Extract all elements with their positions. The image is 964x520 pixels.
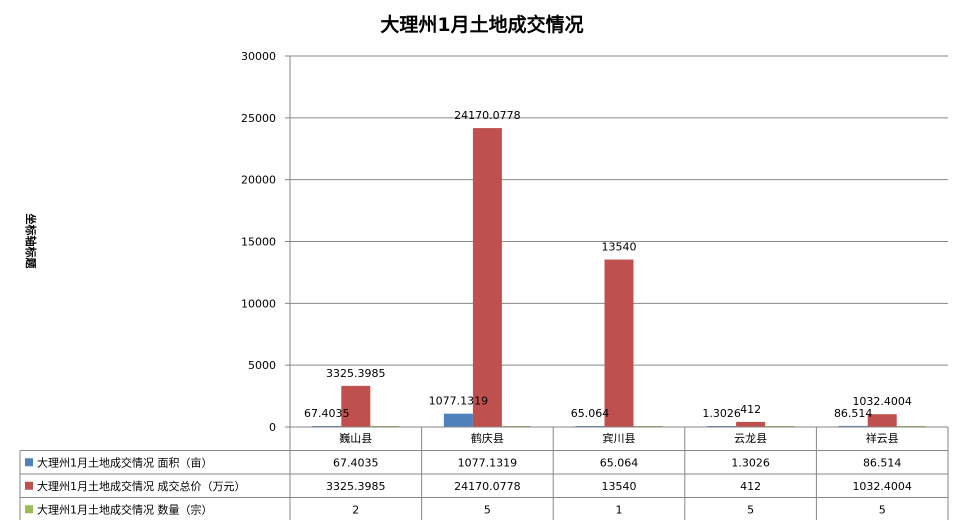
table-cell: 1.3026 <box>731 456 770 469</box>
y-tick-label: 15000 <box>241 236 276 249</box>
category-label: 云龙县 <box>734 432 767 445</box>
bar <box>838 425 868 427</box>
data-label: 1032.4004 <box>852 395 912 408</box>
y-tick-label: 30000 <box>241 50 276 63</box>
table-cell: 24170.0778 <box>454 480 520 493</box>
table-cell: 67.4035 <box>333 456 379 469</box>
legend-entry: 大理州1月土地成交情况 成交总价（万元） <box>37 479 246 493</box>
data-label: 65.064 <box>571 407 610 420</box>
data-labels: 67.4035 3325.3985 1077.1319 24170.0778 65.06… <box>304 109 912 420</box>
data-label: 86.514 <box>834 407 873 420</box>
legend-entry: 大理州1月土地成交情况 面积（亩） <box>37 455 213 469</box>
category-label: 巍山县 <box>339 432 372 445</box>
y-tick-label: 20000 <box>241 174 276 187</box>
legend-entry: 大理州1月土地成交情况 数量（宗） <box>37 502 213 516</box>
data-label: 13540 <box>602 241 637 254</box>
data-label: 1077.1319 <box>429 395 489 408</box>
bar <box>341 385 371 427</box>
y-axis-ticks: 0 5000 10000 15000 20000 25000 30000 <box>241 50 290 434</box>
table-cell: 5 <box>484 503 491 516</box>
data-label: 3325.3985 <box>326 367 386 380</box>
data-label: 24170.0778 <box>454 109 520 122</box>
bar <box>867 414 897 427</box>
table-cell: 5 <box>747 503 754 516</box>
y-tick-label: 5000 <box>248 359 276 372</box>
bar <box>736 421 766 427</box>
category-label: 祥云县 <box>866 431 899 445</box>
table-cell: 1 <box>616 503 623 516</box>
table-cell: 13540 <box>602 480 637 493</box>
data-label: 67.4035 <box>304 407 350 420</box>
legend-key <box>25 481 33 490</box>
table-cell: 2 <box>352 503 359 516</box>
data-label: 412 <box>740 403 761 416</box>
y-tick-label: 0 <box>269 421 276 434</box>
data-label: 1.3026 <box>702 407 741 420</box>
category-label: 鹤庆县 <box>471 431 504 445</box>
category-label: 宾川县 <box>603 431 636 445</box>
bars <box>312 128 926 427</box>
table-cell: 3325.3985 <box>326 480 386 493</box>
legend-key <box>25 458 33 467</box>
y-axis-title: 坐标轴标题 <box>24 214 38 270</box>
y-tick-label: 10000 <box>241 297 276 310</box>
bar <box>443 413 473 427</box>
bar <box>472 128 502 427</box>
table-cell: 412 <box>740 480 761 493</box>
y-tick-label: 25000 <box>241 112 276 125</box>
table-cell: 5 <box>879 503 886 516</box>
bar <box>604 259 634 427</box>
table-cell: 86.514 <box>863 456 902 469</box>
legend-key <box>25 505 33 514</box>
table-cell: 65.064 <box>600 456 639 469</box>
chart-title: 大理州1月土地成交情况 <box>380 13 583 36</box>
table-cell: 1032.4004 <box>852 480 912 493</box>
table-cell: 1077.1319 <box>458 456 518 469</box>
